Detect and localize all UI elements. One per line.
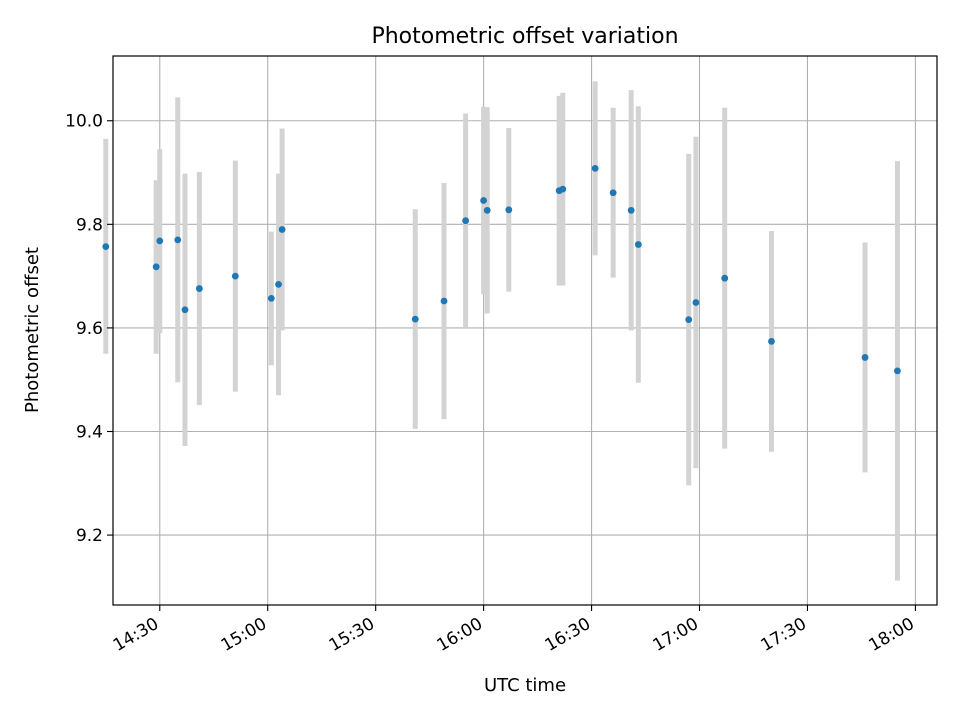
data-point (768, 337, 775, 345)
chart-title: Photometric offset variation (371, 24, 678, 49)
y-tick-label: 9.2 (76, 526, 103, 546)
data-point (278, 226, 286, 233)
data-point (152, 263, 160, 271)
plot-area-frame (112, 55, 938, 606)
data-point (440, 297, 448, 305)
data-point (267, 294, 275, 302)
data-point (609, 189, 617, 197)
data-point (627, 206, 635, 214)
data-point (894, 367, 901, 375)
data-point (411, 315, 419, 323)
data-point (462, 217, 470, 225)
grid-lines (113, 56, 937, 605)
data-point (721, 274, 729, 282)
data-point (861, 354, 869, 361)
data-point (480, 197, 488, 204)
data-point (505, 206, 513, 214)
x-axis-label: UTC time (484, 675, 566, 696)
y-tick-label: 9.8 (76, 215, 103, 235)
data-point (275, 281, 282, 288)
data-point (174, 236, 182, 244)
y-tick-label: 9.6 (76, 319, 103, 339)
y-axis-ticks: 9.2 9.4 9.6 9.8 10.0 (65, 112, 113, 546)
y-axis-label: Photometric offset (22, 247, 43, 413)
y-tick-label: 10.0 (65, 112, 103, 132)
data-point (195, 285, 203, 292)
data-point (156, 237, 164, 245)
y-tick-label: 9.4 (76, 422, 103, 442)
data-point (231, 272, 239, 280)
data-point (483, 206, 491, 214)
data-points (102, 164, 901, 375)
data-point (634, 241, 642, 248)
data-point (181, 306, 189, 314)
data-point (559, 185, 567, 193)
data-point (102, 243, 110, 250)
data-point (685, 316, 693, 324)
data-point (692, 299, 700, 306)
data-point (591, 164, 599, 172)
